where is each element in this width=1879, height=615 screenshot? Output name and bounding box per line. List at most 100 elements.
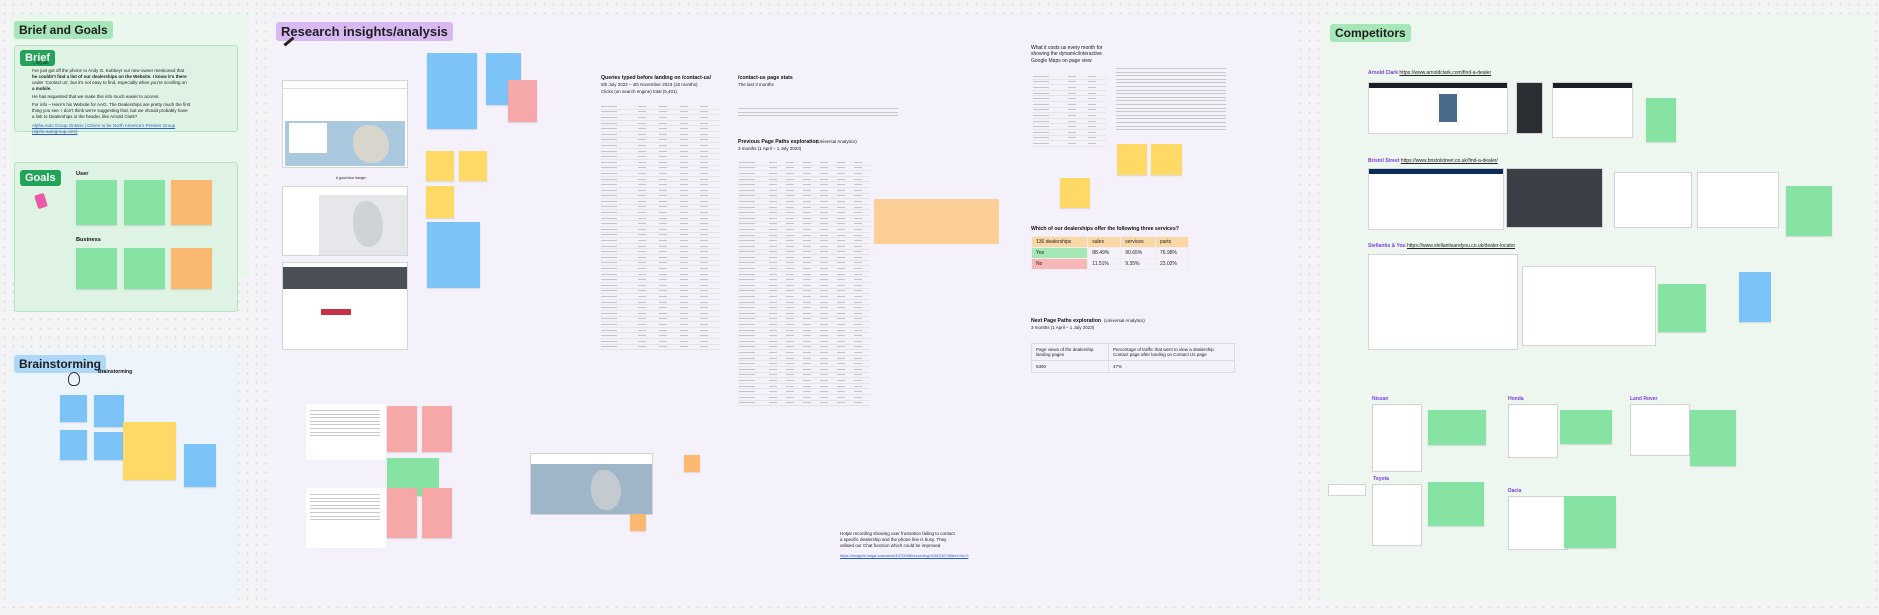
competitor-screenshot[interactable]	[1552, 82, 1633, 138]
sticky-note[interactable]	[1560, 410, 1612, 444]
competitor-screenshot[interactable]	[1522, 266, 1656, 346]
table-cell	[785, 372, 803, 379]
competitor-bristol-street[interactable]: Bristol Street https://www.bristolstreet…	[1368, 158, 1498, 164]
sticky-note[interactable]	[426, 151, 454, 181]
sticky-note[interactable]	[94, 395, 124, 427]
sticky-note[interactable]	[60, 430, 87, 460]
table-cell	[819, 332, 837, 339]
goals-label[interactable]: Goals	[20, 170, 61, 186]
sticky-note[interactable]	[426, 186, 454, 218]
table-cell	[738, 165, 769, 172]
brief-label[interactable]: Brief	[20, 50, 56, 66]
sticky-note[interactable]	[76, 248, 117, 289]
sticky-note[interactable]	[1786, 186, 1832, 236]
brief-link-2[interactable]: (alpha-autogroup.com)	[32, 129, 78, 134]
section-label-brief-goals[interactable]: Brief and Goals	[14, 21, 113, 39]
competitor-screenshot[interactable]	[1506, 168, 1603, 228]
sticky-note[interactable]	[1151, 144, 1182, 175]
competitor-land-rover[interactable]: Land Rover	[1630, 396, 1658, 402]
table-row	[600, 114, 720, 121]
table-cell	[853, 394, 870, 401]
competitor-nissan[interactable]: Nissan	[1372, 396, 1389, 402]
table-row	[738, 355, 870, 362]
table-cell	[600, 327, 638, 334]
competitor-screenshot[interactable]	[1630, 404, 1690, 456]
competitor-arnold-clark[interactable]: Arnold Clark https://www.arnoldclark.com…	[1368, 70, 1491, 76]
competitor-honda[interactable]: Honda	[1508, 396, 1524, 402]
section-label-brainstorming[interactable]: Brainstorming	[14, 355, 107, 373]
competitor-screenshot[interactable]	[1508, 496, 1568, 550]
competitor-screenshot[interactable]	[1368, 254, 1518, 350]
competitor-screenshot[interactable]	[1614, 172, 1692, 228]
dealer-map-screenshot[interactable]	[282, 186, 408, 256]
sticky-note[interactable]	[76, 180, 117, 225]
sticky-note[interactable]	[94, 432, 124, 460]
competitor-screenshot[interactable]	[1372, 484, 1422, 546]
sticky-note[interactable]	[171, 180, 212, 225]
table-cell	[678, 109, 700, 116]
table-cell	[637, 293, 658, 300]
table-cell	[637, 338, 658, 345]
brief-link[interactable]: Alpha Auto Group Ontario | Driven to be …	[32, 123, 176, 128]
table-cell	[699, 304, 720, 311]
lookers-map-screenshot[interactable]	[530, 453, 653, 515]
sticky-note[interactable]	[1658, 284, 1706, 332]
table-cell	[802, 400, 820, 407]
section-label-competitors[interactable]: Competitors	[1330, 24, 1411, 42]
competitor-screenshot[interactable]	[1368, 168, 1504, 230]
sticky-note[interactable]	[124, 248, 165, 289]
sticky-note[interactable]	[422, 488, 452, 538]
sticky-note[interactable]	[1428, 482, 1484, 526]
competitor-dacia[interactable]: Dacia	[1508, 488, 1522, 494]
table-cell	[785, 265, 803, 272]
sticky-note[interactable]	[427, 53, 477, 129]
search-results-screenshot[interactable]	[306, 488, 386, 548]
competitor-screenshot[interactable]	[1328, 484, 1366, 496]
sticky-note[interactable]	[171, 248, 212, 289]
sticky-note[interactable]	[1428, 410, 1486, 445]
contact-page-screenshot[interactable]	[282, 80, 408, 168]
sticky-note[interactable]	[508, 80, 537, 122]
sticky-note[interactable]	[387, 488, 417, 538]
sticky-note[interactable]	[1117, 144, 1147, 175]
table-cell	[699, 254, 720, 261]
sticky-note[interactable]	[60, 395, 87, 422]
table-cell	[738, 181, 769, 188]
table-cell	[699, 327, 720, 334]
table-row	[600, 176, 720, 183]
sticky-note[interactable]	[1739, 272, 1771, 322]
competitor-screenshot[interactable]	[1516, 82, 1543, 134]
sticky-note[interactable]	[459, 151, 487, 181]
sticky-note[interactable]	[1690, 410, 1736, 466]
table-cell	[657, 181, 679, 188]
competitor-screenshot[interactable]	[1372, 404, 1422, 472]
competitor-url[interactable]: https://www.stellantisandyou.co.uk/deale…	[1407, 243, 1516, 249]
competitor-stellantis[interactable]: Stellantis & You https://www.stellantisa…	[1368, 243, 1515, 249]
sticky-note[interactable]	[1060, 178, 1090, 208]
sticky-note[interactable]	[1646, 98, 1676, 142]
competitor-url[interactable]: https://www.arnoldclark.com/find-a-deale…	[1399, 70, 1492, 76]
sticky-note[interactable]	[427, 222, 480, 288]
section-label-research[interactable]: Research insights/analysis	[276, 22, 453, 41]
search-results-screenshot[interactable]	[306, 404, 386, 460]
table-cell	[768, 344, 786, 351]
competitor-screenshot[interactable]	[1697, 172, 1779, 228]
dealer-page-screenshot[interactable]	[282, 262, 408, 350]
table-cell	[836, 170, 854, 177]
table-cell	[819, 165, 837, 172]
sticky-note[interactable]	[1564, 496, 1616, 548]
sticky-note[interactable]	[630, 514, 646, 531]
table-cell	[657, 198, 679, 205]
competitor-toyota[interactable]: Toyota	[1373, 476, 1390, 482]
sticky-note[interactable]	[124, 180, 165, 225]
competitor-screenshot[interactable]	[1508, 404, 1558, 458]
sticky-note[interactable]	[123, 422, 176, 480]
table-cell	[819, 265, 837, 272]
sticky-note[interactable]	[387, 406, 417, 452]
hotjar-link[interactable]: https://insights.hotjar.com/sites/137002…	[840, 553, 969, 558]
sticky-note[interactable]	[422, 406, 452, 452]
sticky-note[interactable]	[184, 444, 216, 487]
competitor-url[interactable]: https://www.bristolstreet.co.uk/find-a-d…	[1400, 158, 1498, 164]
sticky-note[interactable]	[684, 455, 700, 472]
competitor-screenshot[interactable]	[1368, 82, 1508, 134]
